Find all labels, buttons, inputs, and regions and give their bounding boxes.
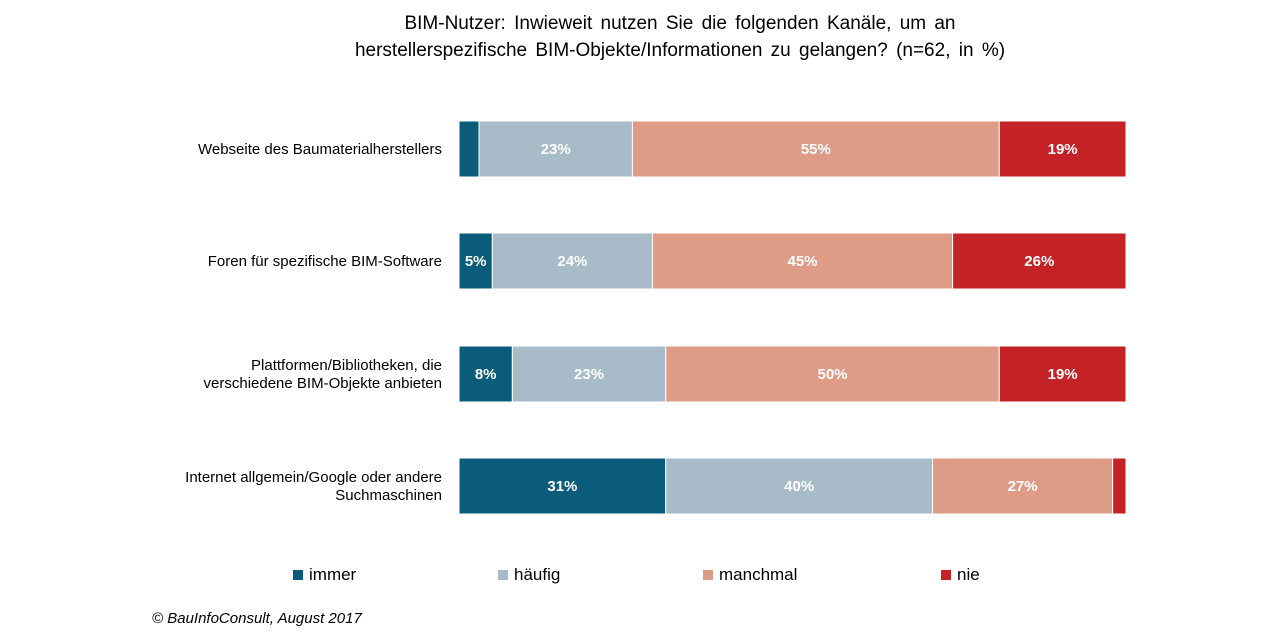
legend-label: immer bbox=[309, 565, 357, 584]
chart-legend: immer häufig manchmal nie bbox=[0, 563, 1276, 587]
category-label: Foren für spezifische BIM-Software bbox=[208, 253, 442, 270]
bar-segment bbox=[458, 457, 667, 515]
chart-title-line2: herstellerspezifische BIM-Objekte/Inform… bbox=[354, 40, 1006, 61]
data-label: 23% bbox=[574, 366, 604, 383]
category-label-line: Foren für spezifische BIM-Software bbox=[208, 253, 442, 270]
data-label: 45% bbox=[787, 253, 817, 270]
bar-segment bbox=[491, 232, 653, 290]
bar-segment bbox=[458, 120, 480, 178]
legend-label: häufig bbox=[514, 565, 561, 584]
legend-swatch bbox=[498, 570, 508, 580]
legend-swatch bbox=[941, 570, 951, 580]
chart-title-line1: BIM-Nutzer: Inwieweit nutzen Sie die fol… bbox=[404, 13, 956, 34]
category-label: Internet allgemein/Google oder andere Suc… bbox=[185, 469, 442, 504]
data-label: 5% bbox=[465, 253, 487, 270]
legend-item: nie bbox=[941, 563, 980, 587]
bar-segment bbox=[511, 345, 667, 403]
category-label-line: Suchmaschinen bbox=[335, 487, 442, 504]
legend-swatch bbox=[293, 570, 303, 580]
legend-label: manchmal bbox=[719, 565, 798, 584]
data-label: 8% bbox=[475, 366, 497, 383]
source-note: © BauInfoConsult, August 2017 bbox=[152, 610, 362, 627]
bar-segment bbox=[665, 457, 934, 515]
bar-segment bbox=[478, 120, 633, 178]
legend-item: manchmal bbox=[703, 563, 797, 587]
category-label-line: Webseite des Baumaterialherstellers bbox=[198, 141, 442, 158]
bar-segment bbox=[998, 345, 1127, 403]
data-label: 27% bbox=[1008, 478, 1038, 495]
bar-segment bbox=[665, 345, 1000, 403]
category-label-line: Internet allgemein/Google oder andere bbox=[185, 469, 442, 486]
bar-segment bbox=[998, 120, 1127, 178]
data-label: 50% bbox=[818, 366, 848, 383]
data-label: 31% bbox=[547, 478, 577, 495]
category-label-line: Plattformen/Bibliotheken, die bbox=[251, 357, 442, 374]
data-label: 24% bbox=[557, 253, 587, 270]
data-label: 23% bbox=[541, 141, 571, 158]
legend-item: häufig bbox=[498, 563, 560, 587]
category-label-line: verschiedene BIM-Objekte anbieten bbox=[204, 375, 442, 392]
data-label: 26% bbox=[1024, 253, 1054, 270]
chart-title: BIM-Nutzer: Inwieweit nutzen Sie die fol… bbox=[330, 10, 1030, 64]
bar-segment bbox=[932, 457, 1114, 515]
bar-segment bbox=[458, 345, 513, 403]
data-label: 55% bbox=[801, 141, 831, 158]
data-label: 19% bbox=[1048, 366, 1078, 383]
category-label: Plattformen/Bibliotheken, die verschieden… bbox=[204, 357, 442, 392]
bar-segment bbox=[458, 232, 493, 290]
data-label: 40% bbox=[784, 478, 814, 495]
bar-segment bbox=[651, 232, 954, 290]
legend-item: immer bbox=[293, 563, 356, 587]
data-label: 19% bbox=[1048, 141, 1078, 158]
category-label: Webseite des Baumaterialherstellers bbox=[198, 141, 442, 158]
bar-segment bbox=[952, 232, 1127, 290]
legend-swatch bbox=[703, 570, 713, 580]
bar-segment bbox=[1112, 457, 1127, 515]
legend-label: nie bbox=[957, 565, 980, 584]
